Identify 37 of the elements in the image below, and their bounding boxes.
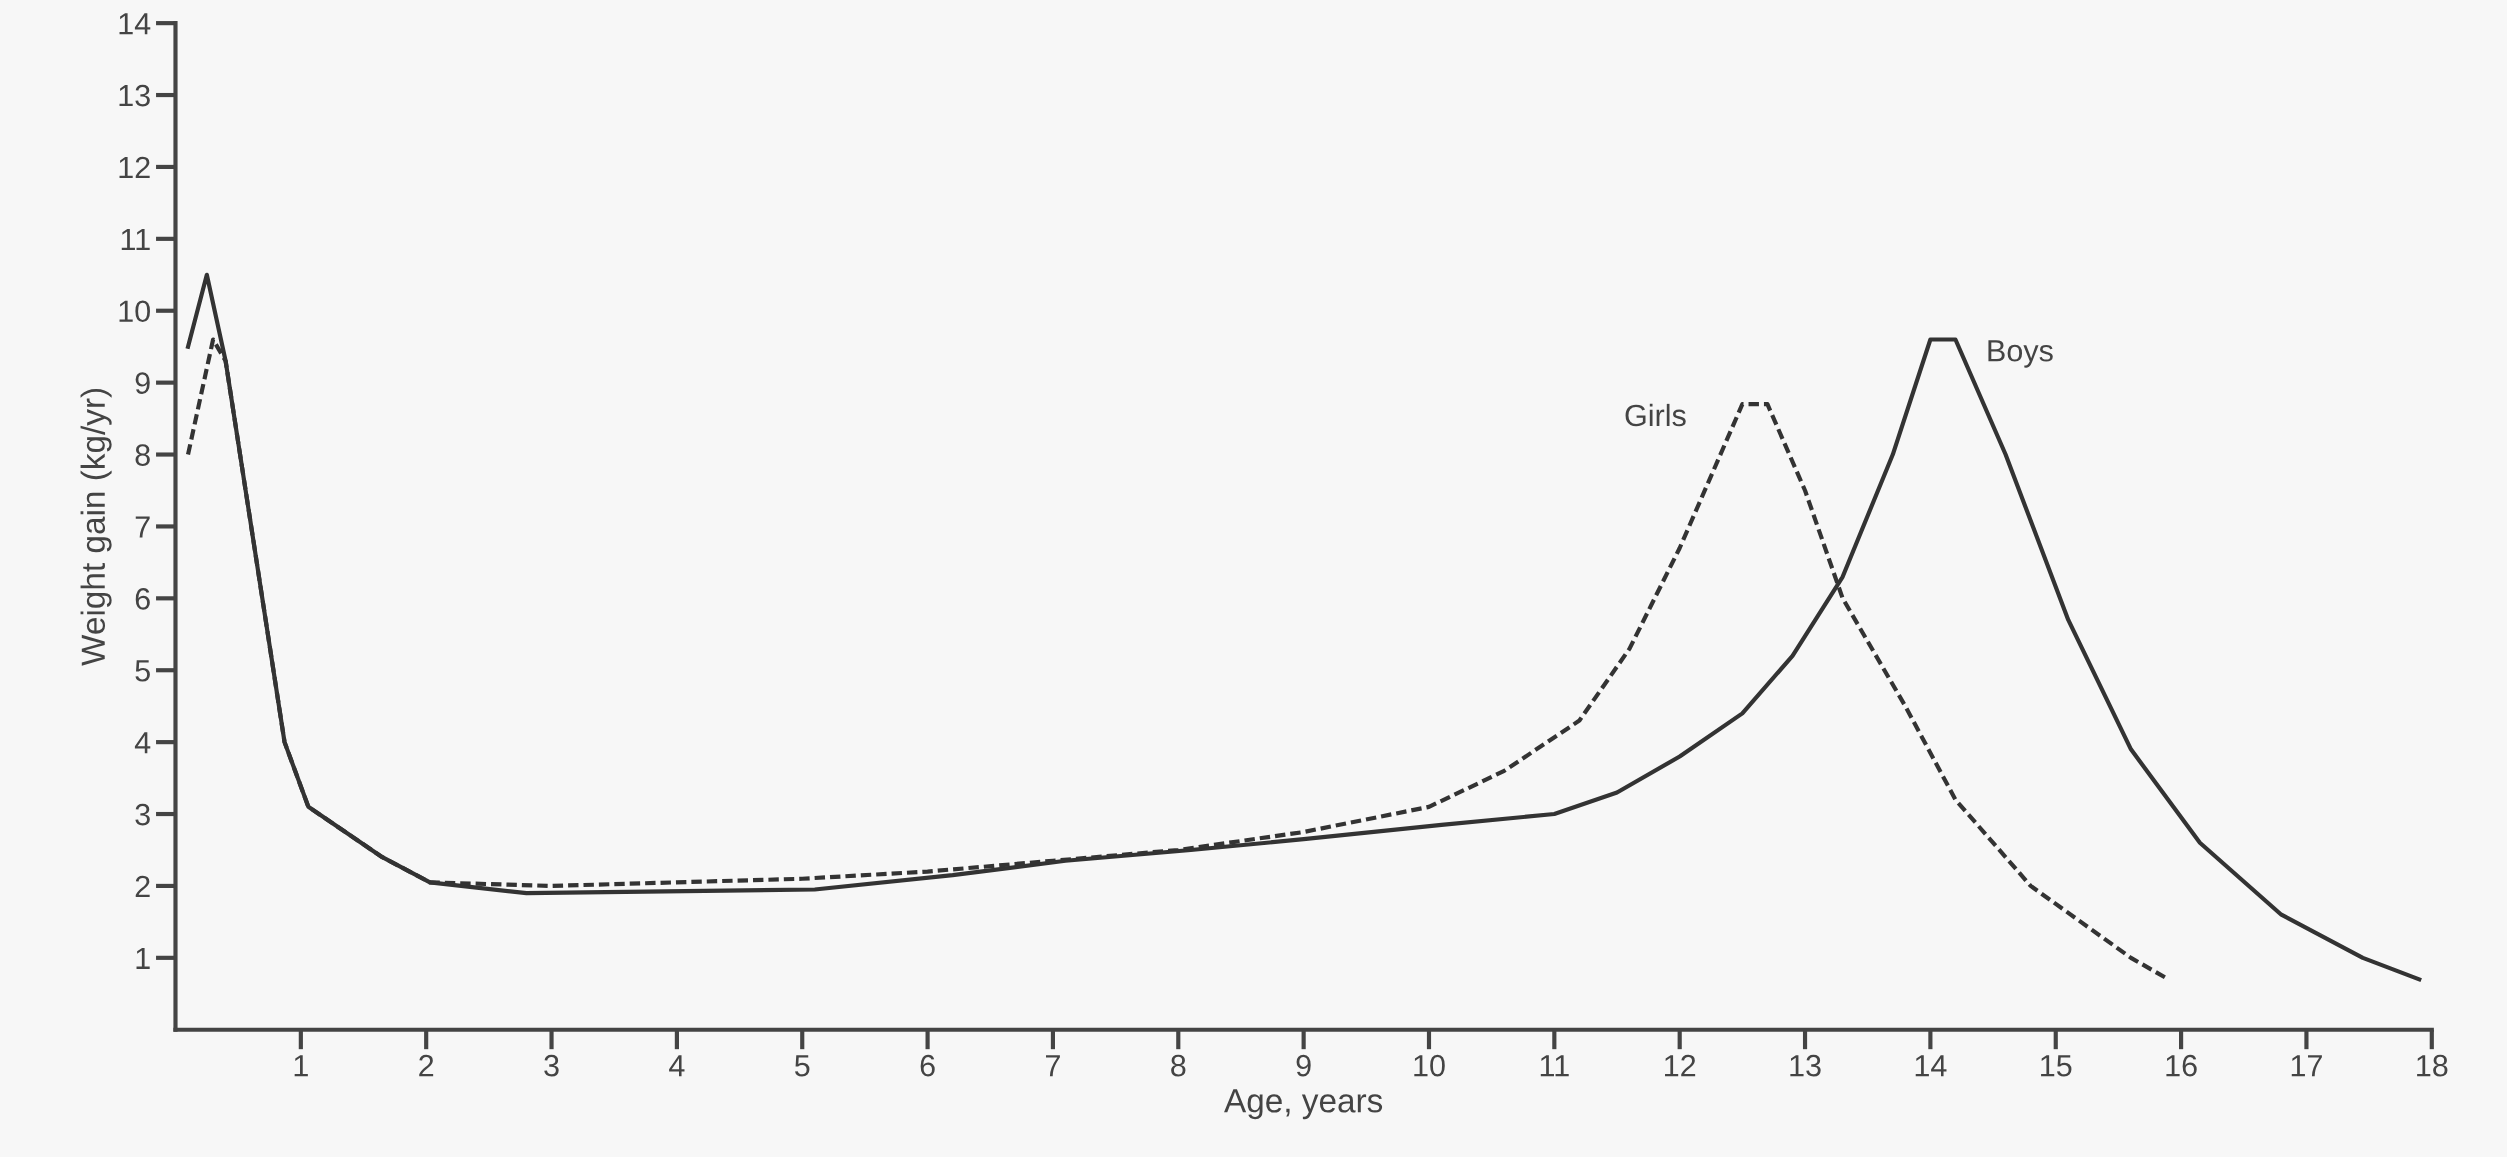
x-tick-label: 12 xyxy=(1665,1054,1696,1077)
y-tick-label: 13 xyxy=(119,84,150,107)
x-tick-label: 17 xyxy=(2291,1055,2322,1077)
x-tick-label: 11 xyxy=(1540,1055,1569,1077)
y-tick-label: 7 xyxy=(135,516,150,538)
y-tick-label: 5 xyxy=(135,660,150,682)
x-tick-label: 8 xyxy=(1171,1054,1186,1077)
series-label: Girls xyxy=(1625,403,1686,427)
y-tick-label: 3 xyxy=(135,803,150,826)
x-tick-label: 1 xyxy=(294,1055,308,1077)
y-tick-label: 11 xyxy=(121,228,150,250)
x-tick-label: 3 xyxy=(544,1054,559,1077)
y-tick-label: 6 xyxy=(135,588,150,610)
y-tick-label: 12 xyxy=(119,156,150,179)
y-axis-title: Weight gain (kg/yr) xyxy=(80,388,112,666)
x-tick-label: 9 xyxy=(1296,1054,1311,1077)
line-series xyxy=(185,272,2422,982)
y-tick-label: 1 xyxy=(136,947,150,969)
x-tick-label: 13 xyxy=(1790,1054,1821,1077)
x-tick-label: 16 xyxy=(2166,1054,2197,1077)
x-axis-title: Age, years xyxy=(1224,1089,1383,1120)
x-tick-label: 15 xyxy=(2041,1055,2072,1077)
x-tick-label: 18 xyxy=(2417,1054,2448,1077)
series-label: Boys xyxy=(1988,340,2053,368)
x-tick-label: 10 xyxy=(1414,1054,1445,1077)
x-tick-label: 6 xyxy=(920,1054,935,1077)
x-tick-label: 4 xyxy=(669,1055,685,1077)
y-tick-label: 4 xyxy=(134,732,151,754)
x-tick-label: 14 xyxy=(1915,1055,1947,1077)
x-tick-label: 7 xyxy=(1046,1055,1060,1077)
x-tick-label: 2 xyxy=(419,1054,434,1077)
y-tick-label: 14 xyxy=(119,13,151,35)
y-tick-label: 2 xyxy=(135,875,150,897)
y-tick-label: 10 xyxy=(119,300,150,323)
y-tick-label: 8 xyxy=(135,444,150,466)
x-tick-label: 5 xyxy=(794,1055,810,1077)
y-tick-label: 9 xyxy=(135,372,150,395)
